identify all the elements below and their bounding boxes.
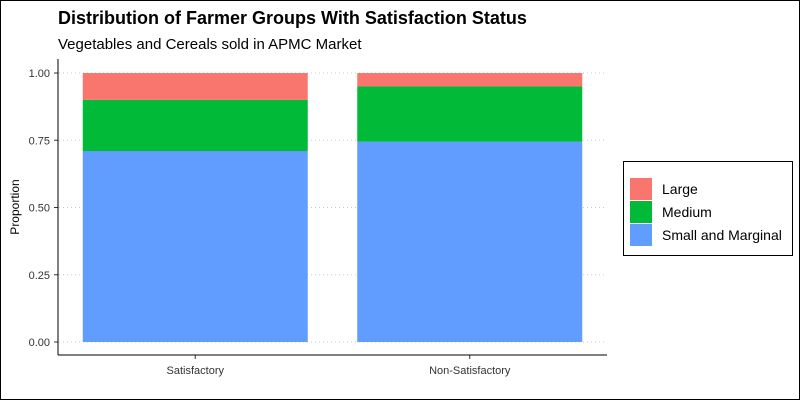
x-tick-label: Satisfactory xyxy=(167,365,225,377)
y-tick-label: 0.50 xyxy=(29,203,50,215)
bar-small-and-marginal-non-satisfactory xyxy=(357,141,583,342)
y-tick-label: 0.00 xyxy=(29,337,50,349)
legend-swatch-small-and-marginal xyxy=(630,224,652,246)
bar-medium-non-satisfactory xyxy=(357,86,583,142)
legend: Large Medium Small and Marginal xyxy=(623,161,793,256)
y-tick-label: 0.75 xyxy=(29,135,50,147)
bar-small-and-marginal-satisfactory xyxy=(82,151,308,342)
chart-subtitle: Vegetables and Cereals sold in APMC Mark… xyxy=(58,36,362,53)
chart-title: Distribution of Farmer Groups With Satis… xyxy=(58,8,527,28)
bar-large-satisfactory xyxy=(82,73,308,100)
y-axis-label: Proportion xyxy=(8,179,22,234)
legend-swatch-large xyxy=(630,178,652,200)
y-tick-label: 1.00 xyxy=(29,68,50,80)
legend-label-medium: Medium xyxy=(662,204,712,220)
x-tick-label: Non-Satisfactory xyxy=(429,365,511,377)
y-tick-label: 0.25 xyxy=(29,270,50,282)
bar-large-non-satisfactory xyxy=(357,73,583,87)
legend-label-small-and-marginal: Small and Marginal xyxy=(662,227,782,243)
legend-label-large: Large xyxy=(662,181,698,197)
bar-medium-satisfactory xyxy=(82,99,308,152)
legend-swatch-medium xyxy=(630,201,652,223)
